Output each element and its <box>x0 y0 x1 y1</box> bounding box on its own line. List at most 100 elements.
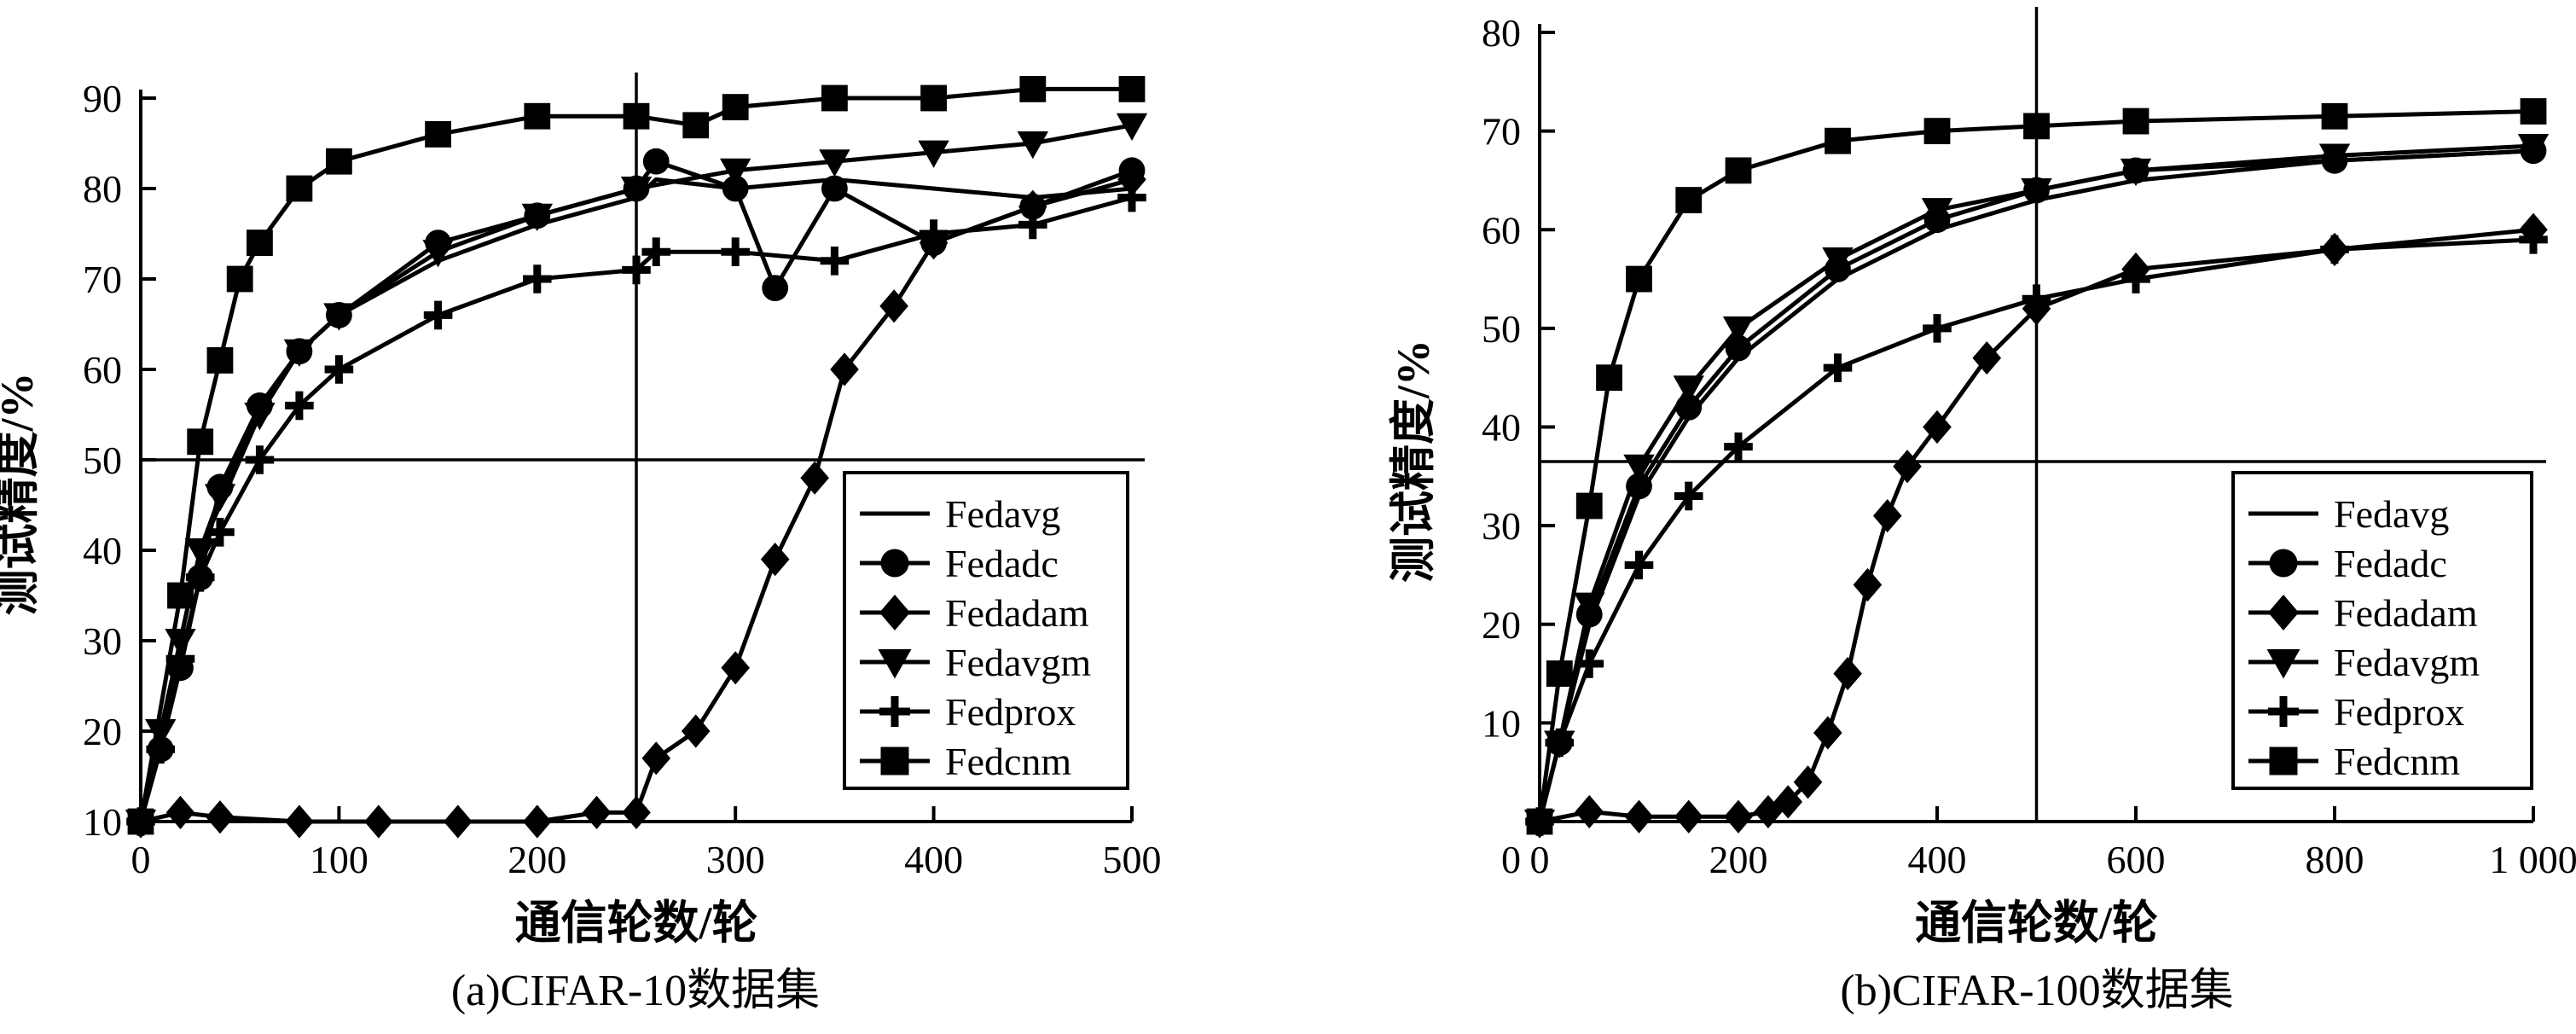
data-point-fedadam <box>641 741 671 776</box>
series-line-fedavgm <box>1537 143 2534 822</box>
x-tick-label: 800 <box>2306 838 2364 881</box>
y-tick-label: 60 <box>83 348 122 392</box>
y-tick-label: 30 <box>1482 504 1521 548</box>
data-point-fedavgm <box>2021 178 2052 206</box>
data-point-fedavgm <box>1822 247 1854 276</box>
data-point-fedadam <box>760 543 790 577</box>
data-point-fedadam <box>1893 450 1922 484</box>
series-fedprox <box>1525 225 2548 836</box>
data-point-fedprox <box>721 237 750 266</box>
data-point-fedcnm <box>167 582 194 609</box>
legend-marker-fedprox <box>2268 696 2299 727</box>
data-point-fedavgm <box>1623 454 1655 482</box>
data-point-fedavgm <box>323 303 355 331</box>
legend-label-fedcnm: Fedcnm <box>945 740 1071 783</box>
data-point-fedavgm <box>422 240 454 268</box>
data-point-fedavgm <box>819 149 850 177</box>
data-point-fedavgm <box>1722 316 1755 345</box>
y-tick-label: 10 <box>83 800 122 844</box>
x-tick-label: 200 <box>1709 838 1768 881</box>
data-point-fedprox <box>423 300 453 330</box>
data-point-fedcnm <box>2520 98 2547 125</box>
data-point-fedcnm <box>1526 808 1553 835</box>
panel-caption: (a)CIFAR-10数据集 <box>451 967 820 1015</box>
data-point-fedprox <box>185 563 215 592</box>
data-point-fedadam <box>681 714 711 748</box>
data-point-fedadam <box>1674 799 1703 834</box>
y-tick-label: 50 <box>1482 307 1521 351</box>
data-point-fedavgm <box>2517 133 2550 162</box>
y-tick-label: 50 <box>83 439 122 482</box>
data-point-fedadam <box>1923 410 1952 444</box>
x-tick-label: 0 <box>1530 838 1550 881</box>
data-point-fedcnm <box>1118 76 1146 102</box>
data-point-fedadam <box>1018 189 1047 224</box>
data-point-fedprox <box>1923 314 1952 343</box>
data-point-fedcnm <box>920 84 947 112</box>
legend-label-fedprox: Fedprox <box>2334 690 2464 734</box>
data-point-fedprox <box>245 445 275 474</box>
y-origin-label: 0 <box>1501 838 1521 881</box>
data-point-fedavgm <box>1921 198 1953 226</box>
data-point-fedadam <box>582 795 612 829</box>
legend-marker-fedadc <box>880 549 909 578</box>
data-point-fedadam <box>1793 765 1823 799</box>
data-point-fedprox <box>1575 649 1604 678</box>
data-point-fedprox <box>206 518 235 547</box>
data-point-fedcnm <box>286 175 313 202</box>
data-point-fedprox <box>1724 432 1753 462</box>
y-tick-label: 60 <box>1482 208 1521 252</box>
data-point-fedcnm <box>247 229 273 256</box>
data-point-fedcnm <box>1596 364 1622 392</box>
data-point-fedcnm <box>682 112 710 139</box>
data-point-fedprox <box>146 735 176 764</box>
x-tick-label: 300 <box>706 838 765 881</box>
data-point-fedprox <box>2022 284 2051 313</box>
series-fedprox <box>126 183 1146 836</box>
data-point-fedcnm <box>821 84 848 112</box>
data-point-fedprox <box>622 255 651 285</box>
data-point-fedcnm <box>1019 76 1047 102</box>
data-point-fedavgm <box>918 140 949 168</box>
data-point-fedadc <box>821 175 848 202</box>
data-point-fedadam <box>1853 567 1883 602</box>
x-tick-label: 200 <box>508 838 566 881</box>
data-point-fedadc <box>722 175 749 202</box>
data-point-fedprox <box>324 355 354 384</box>
data-point-fedadam <box>800 461 829 495</box>
x-tick-label: 0 <box>131 838 151 881</box>
data-point-fedavgm <box>521 203 553 231</box>
y-tick-label: 10 <box>1482 701 1521 745</box>
series-fedcnm <box>1526 98 2547 835</box>
x-axis-title: 通信轮数/轮 <box>1915 897 2158 949</box>
data-point-fedcnm <box>1575 492 1603 520</box>
panel-caption: (b)CIFAR-100数据集 <box>1840 967 2233 1015</box>
data-point-fedcnm <box>1626 265 1652 293</box>
data-point-fedadam <box>523 805 552 839</box>
legend-label-fedprox: Fedprox <box>945 690 1076 734</box>
data-point-fedcnm <box>2122 107 2150 135</box>
legend-label-fedavg: Fedavg <box>945 492 1060 536</box>
legend-label-fedadam: Fedadam <box>945 591 1089 635</box>
data-point-fedcnm <box>2023 113 2050 140</box>
legend: Fedavg Fedadc Fedadam Fedavgm Fedprox Fedcnm <box>2231 471 2533 790</box>
data-point-fedprox <box>2121 264 2150 293</box>
data-point-fedadam <box>1575 794 1604 829</box>
legend-label-fedadam: Fedadam <box>2334 591 2478 635</box>
x-tick-label: 400 <box>1908 838 1967 881</box>
data-point-fedcnm <box>326 148 352 175</box>
legend-label-fedavgm: Fedavgm <box>945 641 1091 684</box>
data-point-fedprox <box>523 264 552 293</box>
data-point-fedadam <box>364 805 393 839</box>
data-point-fedadam <box>1813 716 1842 750</box>
data-point-fedcnm <box>425 121 451 148</box>
data-point-fedprox <box>919 219 949 248</box>
legend-box <box>843 471 1129 790</box>
data-point-fedavgm <box>1017 131 1048 160</box>
legend-box <box>2231 471 2533 790</box>
legend-label-fedavgm: Fedavgm <box>2334 641 2480 684</box>
data-point-fedadam <box>444 805 473 839</box>
data-point-fedavgm <box>145 719 177 747</box>
legend-label-fedavg: Fedavg <box>2334 492 2449 536</box>
